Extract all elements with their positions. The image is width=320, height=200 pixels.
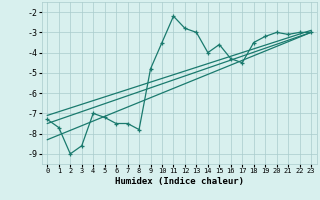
X-axis label: Humidex (Indice chaleur): Humidex (Indice chaleur)	[115, 177, 244, 186]
